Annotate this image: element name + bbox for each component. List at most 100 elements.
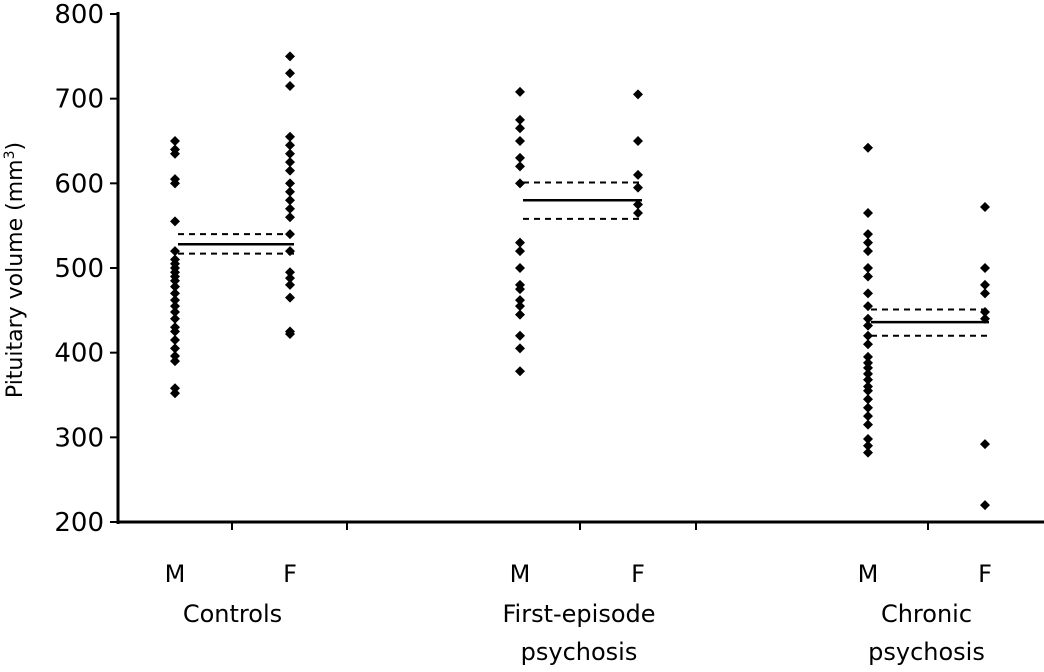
data-point bbox=[285, 140, 295, 151]
y-tick-label: 700 bbox=[54, 85, 104, 115]
data-point bbox=[863, 434, 873, 445]
data-point bbox=[863, 419, 873, 430]
data-point bbox=[863, 357, 873, 368]
data-point bbox=[980, 202, 990, 213]
x-axis bbox=[118, 520, 1044, 530]
y-tick-label: 400 bbox=[54, 339, 104, 369]
y-tick-label: 200 bbox=[54, 508, 104, 538]
data-point bbox=[863, 351, 873, 362]
data-point bbox=[863, 339, 873, 350]
x-tick-label: M bbox=[165, 560, 186, 588]
data-point bbox=[863, 246, 873, 257]
data-point bbox=[863, 142, 873, 153]
group-statistics bbox=[178, 181, 989, 337]
data-point bbox=[285, 80, 295, 91]
data-point bbox=[285, 267, 295, 278]
data-point bbox=[515, 366, 525, 377]
group-label: First-episode bbox=[502, 600, 655, 628]
data-point bbox=[515, 301, 525, 312]
data-point bbox=[170, 334, 180, 345]
data-point bbox=[285, 292, 295, 303]
data-point bbox=[980, 500, 990, 511]
data-point bbox=[285, 131, 295, 142]
data-point bbox=[980, 263, 990, 273]
y-axis-title-sup: 3 bbox=[2, 150, 18, 159]
data-point bbox=[863, 237, 873, 248]
data-point bbox=[863, 288, 873, 299]
data-point bbox=[633, 199, 643, 210]
group-label: psychosis bbox=[521, 638, 638, 666]
data-point bbox=[285, 68, 295, 79]
data-point bbox=[515, 309, 525, 320]
data-point bbox=[170, 246, 180, 257]
data-point bbox=[633, 89, 643, 100]
group-label: Chronic bbox=[881, 600, 972, 628]
data-point bbox=[633, 169, 643, 180]
data-point bbox=[515, 330, 525, 341]
data-point bbox=[515, 295, 525, 306]
data-point bbox=[170, 388, 180, 399]
data-point bbox=[170, 343, 180, 354]
data-point bbox=[863, 313, 873, 324]
data-point bbox=[863, 271, 873, 282]
data-point bbox=[285, 148, 295, 159]
data-points bbox=[170, 51, 990, 511]
data-point bbox=[515, 86, 525, 97]
y-axis: 200 300 400 500 600 700 800 bbox=[54, 0, 120, 538]
data-point bbox=[285, 165, 295, 176]
data-point bbox=[863, 320, 873, 331]
x-tick-label: M bbox=[510, 560, 531, 588]
data-point bbox=[170, 313, 180, 324]
data-point bbox=[980, 307, 990, 318]
data-point bbox=[285, 246, 295, 257]
data-point bbox=[980, 313, 990, 324]
data-point bbox=[170, 136, 180, 146]
data-point bbox=[170, 322, 180, 333]
data-point bbox=[863, 394, 873, 405]
data-point bbox=[515, 263, 525, 273]
data-point bbox=[285, 186, 295, 197]
data-point bbox=[170, 307, 180, 318]
y-tick-label: 600 bbox=[54, 169, 104, 199]
data-point bbox=[863, 368, 873, 379]
data-point bbox=[515, 161, 525, 172]
data-point bbox=[863, 207, 873, 218]
y-tick-label: 500 bbox=[54, 254, 104, 284]
data-point bbox=[863, 362, 873, 373]
data-point bbox=[285, 157, 295, 168]
data-point bbox=[285, 178, 295, 189]
y-axis-title-text: Pituitary volume (mm bbox=[3, 159, 28, 398]
y-axis-title: Pituitary volume (mm3) bbox=[2, 142, 28, 398]
data-point bbox=[515, 237, 525, 248]
data-point bbox=[515, 246, 525, 257]
y-tick-label: 300 bbox=[54, 423, 104, 453]
data-point bbox=[980, 279, 990, 290]
x-tick-label: F bbox=[978, 560, 992, 588]
data-point bbox=[633, 207, 643, 218]
y-axis-title-close: ) bbox=[3, 142, 28, 151]
data-point bbox=[515, 279, 525, 290]
data-point bbox=[285, 195, 295, 206]
data-point bbox=[863, 411, 873, 422]
group-label: psychosis bbox=[868, 638, 985, 666]
data-point bbox=[170, 216, 180, 227]
x-tick-label: F bbox=[631, 560, 645, 588]
data-point bbox=[285, 203, 295, 214]
data-point bbox=[285, 51, 295, 62]
data-point bbox=[285, 326, 295, 337]
data-point bbox=[863, 229, 873, 240]
data-point bbox=[285, 279, 295, 290]
data-point bbox=[863, 330, 873, 341]
data-point bbox=[170, 295, 180, 306]
data-point bbox=[980, 439, 990, 450]
data-point bbox=[170, 383, 180, 394]
data-point bbox=[633, 136, 643, 146]
data-point bbox=[515, 343, 525, 354]
data-point bbox=[515, 136, 525, 146]
data-point bbox=[170, 301, 180, 312]
data-point bbox=[863, 440, 873, 451]
data-point bbox=[863, 402, 873, 413]
group-label: Controls bbox=[183, 600, 282, 628]
